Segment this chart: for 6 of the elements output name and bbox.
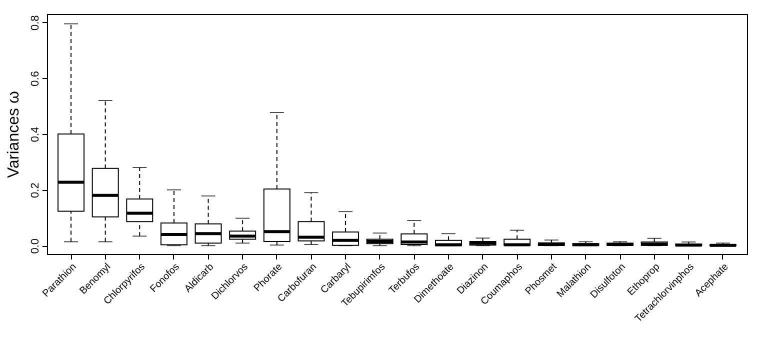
y-tick-label: 0.8 [30, 15, 42, 31]
y-axis-title: Variances ω [6, 91, 22, 178]
y-tick-label: 0.0 [30, 238, 42, 254]
y-tick-label: 0.4 [30, 126, 42, 142]
y-tick-label: 0.6 [30, 71, 42, 86]
y-tick-label: 0.2 [30, 182, 42, 198]
